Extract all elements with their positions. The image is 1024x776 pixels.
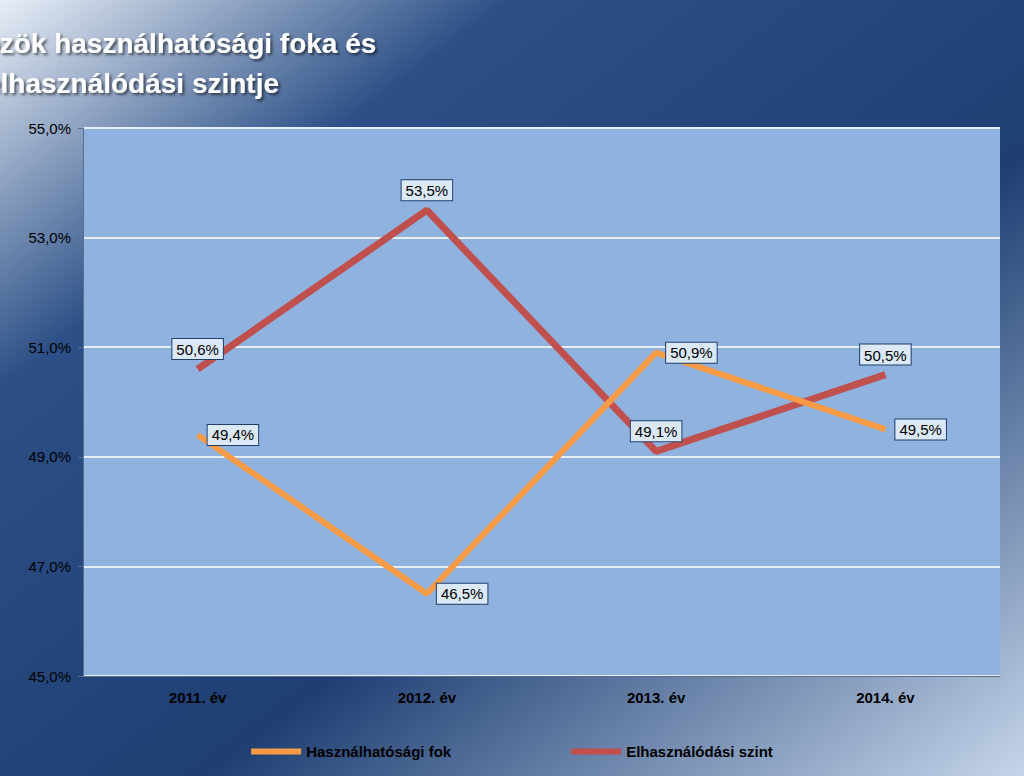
svg-text:50,5%: 50,5% [864, 347, 907, 364]
svg-text:50,9%: 50,9% [670, 344, 713, 361]
svg-text:49,4%: 49,4% [212, 426, 255, 443]
svg-text:55,0%: 55,0% [28, 120, 71, 137]
svg-text:51,0%: 51,0% [28, 339, 71, 356]
svg-text:49,5%: 49,5% [899, 421, 942, 438]
svg-text:Az eszközök használhatósági fo: Az eszközök használhatósági foka és [0, 28, 384, 59]
svg-text:53,0%: 53,0% [28, 229, 71, 246]
svg-text:50,6%: 50,6% [176, 341, 219, 358]
svg-text:49,0%: 49,0% [28, 448, 71, 465]
svg-text:46,5%: 46,5% [441, 585, 484, 602]
svg-text:Használhatósági fok: Használhatósági fok [306, 743, 452, 760]
svg-text:elhasználódási szintje: elhasználódási szintje [0, 68, 279, 99]
svg-text:2011. év: 2011. év [169, 689, 227, 706]
svg-text:45,0%: 45,0% [28, 668, 71, 685]
svg-text:2013. év: 2013. év [627, 689, 686, 706]
svg-text:47,0%: 47,0% [28, 558, 71, 575]
svg-text:2012. év: 2012. év [398, 689, 457, 706]
svg-text:2014. év: 2014. év [856, 689, 915, 706]
svg-text:53,5%: 53,5% [406, 182, 449, 199]
svg-text:Elhasználódási szint: Elhasználódási szint [626, 743, 773, 760]
svg-text:49,1%: 49,1% [635, 423, 678, 440]
